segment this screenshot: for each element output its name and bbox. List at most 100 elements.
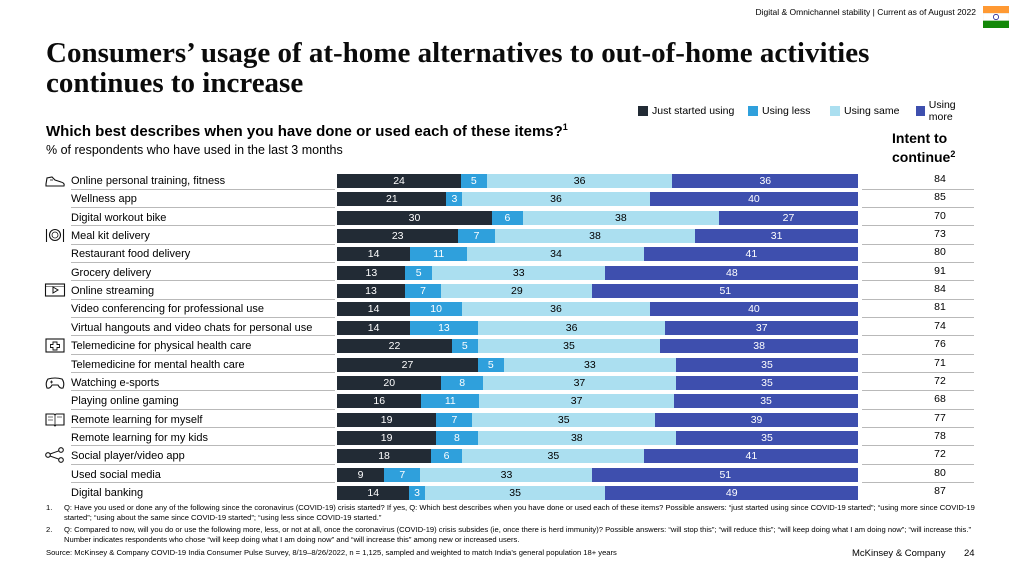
row-label: Watching e-sports [71,376,160,389]
footnote-number: 2. [46,525,53,534]
intent-column-header: Intent to continue2 [892,130,982,165]
bar-segment: 3 [409,485,425,500]
bar-segment: 6 [491,210,523,225]
legend-label: Just started using [652,105,735,117]
bar-segment: 38 [477,430,676,445]
intent-row-divider [862,463,974,465]
intent-value: 76 [934,338,946,351]
bar-segment: 13 [337,284,406,299]
source-note: Source: McKinsey & Company COVID-19 Indi… [46,548,617,557]
bar-segment: 7 [404,284,442,299]
bar-segment: 40 [649,302,859,317]
row-label: Wellness app [71,193,137,206]
bar-segment: 11 [409,247,468,262]
intent-row-divider [862,482,974,484]
intent-value: 84 [934,173,946,185]
footnote-number: 1. [46,503,53,512]
intent-value: 87 [934,484,946,497]
bar-segment: 27 [718,210,859,225]
intent-value: 73 [934,228,946,241]
row-divider [71,427,335,429]
row-divider [71,298,335,300]
page-number: 24 [964,548,975,559]
legend-swatch [748,106,758,116]
bar-segment: 36 [486,174,673,188]
brand-name: McKinsey & Company [852,548,946,559]
intent-row-divider [862,261,974,263]
row-divider [71,280,335,282]
bar-segment: 22 [337,339,452,354]
legend-swatch [916,106,925,116]
bar-segment: 13 [337,265,406,280]
bar-segment: 29 [441,284,593,299]
intent-row-divider [862,188,974,190]
bar-segment: 14 [337,302,411,317]
row-label: Meal kit delivery [71,230,150,243]
intent-value: 71 [934,356,946,369]
row-label: Digital banking [71,486,144,499]
meal-plate-icon [45,228,65,243]
bar-segment: 35 [477,339,661,354]
intent-value: 70 [934,209,946,222]
row-divider [71,353,335,355]
bar-segment: 11 [421,394,480,409]
bar-segment: 14 [337,247,411,262]
bar-segment: 8 [435,430,478,445]
india-flag-icon [983,6,1009,28]
bar-segment: 41 [644,247,859,262]
bar-segment: 21 [337,192,447,207]
intent-row-divider [862,280,974,282]
bar-segment: 14 [337,320,411,335]
row-divider [71,206,335,208]
intent-row-divider [862,225,974,227]
bar-segment: 37 [665,320,859,335]
bar-segment: 5 [451,339,478,354]
bar-segment: 31 [694,229,859,244]
book-icon [45,412,65,427]
question-footnote-ref: 1 [562,122,568,132]
bar-segment: 49 [605,485,859,500]
row-label: Remote learning for my kids [71,431,208,444]
bar-segment: 7 [383,467,421,482]
sneaker-icon [45,176,65,187]
bar-segment: 23 [337,229,459,244]
intent-row-divider [862,445,974,447]
bar-segment: 9 [337,467,385,482]
legend-label: Using less [762,105,811,117]
intent-row-divider [862,316,974,318]
intent-value: 85 [934,191,946,204]
intent-value: 77 [934,411,946,424]
bar-segment: 51 [592,467,859,482]
footnote-text: Q: Compared to now, will you do or use t… [64,525,971,544]
bar-segment: 35 [675,357,859,372]
bar-segment: 16 [337,394,422,409]
bar-segment: 8 [441,375,484,390]
intent-value: 84 [934,283,946,296]
intent-row-divider [862,243,974,245]
footnotes: 1. Q: Have you used or done any of the fo… [46,503,986,547]
bar-segment: 35 [472,412,656,427]
bar-segment: 48 [605,265,859,280]
legend-item: Using more [916,99,976,123]
bar-segment: 6 [430,449,463,464]
intent-value: 81 [934,301,946,314]
row-label: Used social media [71,468,161,481]
page-title: Consumers’ usage of at-home alternatives… [46,37,870,99]
row-divider [71,335,335,337]
bar-segment: 5 [477,357,504,372]
stacked-bar-chart: Online personal training, fitness 24 5 36 36… [0,170,1024,500]
bar-segment: 5 [405,265,433,280]
bar-segment: 35 [424,485,606,500]
bar-segment: 36 [462,302,650,317]
bar-segment: 35 [462,449,645,464]
row-label: Telemedicine for mental health care [71,358,245,371]
row-label: Video conferencing for professional use [71,303,265,316]
row-divider [71,390,335,392]
row-label: Telemedicine for physical health care [71,340,252,353]
bar-segment: 13 [409,320,478,335]
row-label: Social player/video app [71,450,185,463]
gamepad-icon [45,377,65,389]
intent-value: 72 [934,448,946,461]
bar-segment: 20 [337,375,442,390]
bar-segment: 41 [644,449,859,464]
